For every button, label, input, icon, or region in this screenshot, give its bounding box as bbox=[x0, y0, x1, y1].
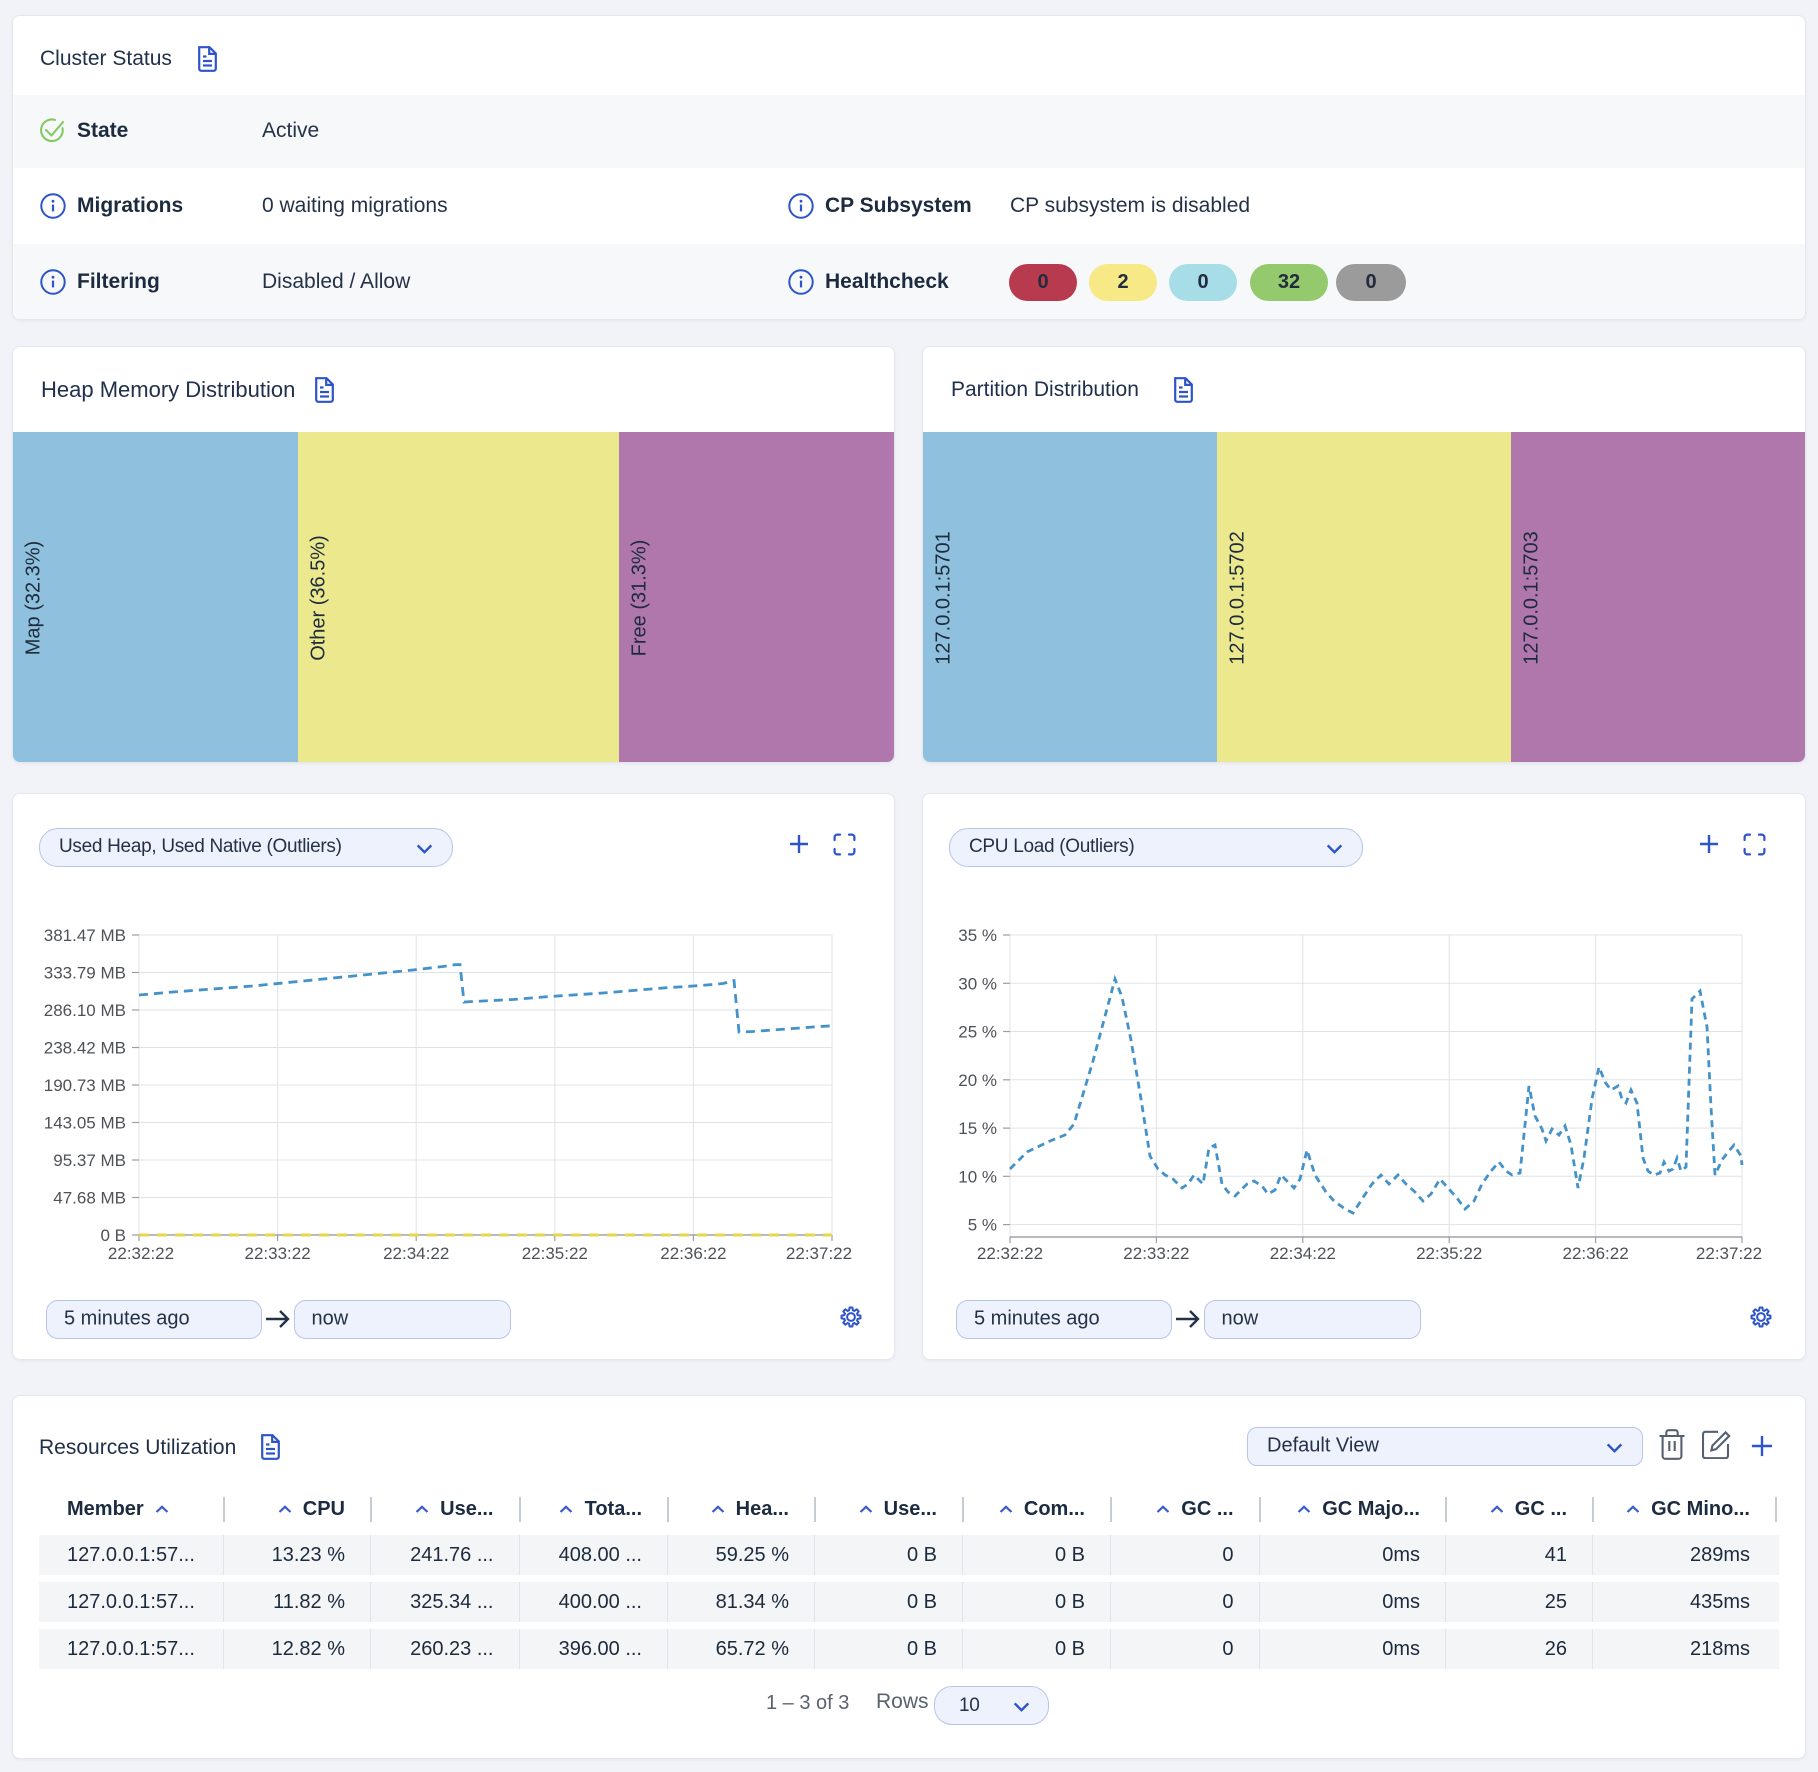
svg-text:22:32:22: 22:32:22 bbox=[977, 1244, 1043, 1263]
svg-text:22:35:22: 22:35:22 bbox=[1416, 1244, 1482, 1263]
svg-text:47.68 MB: 47.68 MB bbox=[53, 1189, 126, 1208]
svg-text:22:35:22: 22:35:22 bbox=[522, 1244, 588, 1263]
svg-text:25 %: 25 % bbox=[958, 1023, 997, 1042]
svg-text:22:33:22: 22:33:22 bbox=[245, 1244, 311, 1263]
svg-text:5 %: 5 % bbox=[968, 1216, 997, 1235]
svg-text:143.05 MB: 143.05 MB bbox=[44, 1114, 126, 1133]
svg-text:381.47 MB: 381.47 MB bbox=[44, 926, 126, 945]
svg-text:190.73 MB: 190.73 MB bbox=[44, 1076, 126, 1095]
svg-text:22:34:22: 22:34:22 bbox=[1270, 1244, 1336, 1263]
svg-text:20 %: 20 % bbox=[958, 1071, 997, 1090]
svg-text:22:37:22: 22:37:22 bbox=[1696, 1244, 1762, 1263]
svg-text:30 %: 30 % bbox=[958, 974, 997, 993]
svg-text:22:34:22: 22:34:22 bbox=[383, 1244, 449, 1263]
svg-text:15 %: 15 % bbox=[958, 1119, 997, 1138]
svg-text:22:33:22: 22:33:22 bbox=[1123, 1244, 1189, 1263]
svg-text:22:37:22: 22:37:22 bbox=[786, 1244, 852, 1263]
svg-text:95.37 MB: 95.37 MB bbox=[53, 1151, 126, 1170]
svg-text:238.42 MB: 238.42 MB bbox=[44, 1039, 126, 1058]
svg-text:10 %: 10 % bbox=[958, 1167, 997, 1186]
svg-text:22:32:22: 22:32:22 bbox=[108, 1244, 174, 1263]
svg-text:0 B: 0 B bbox=[100, 1226, 126, 1245]
svg-text:22:36:22: 22:36:22 bbox=[660, 1244, 726, 1263]
svg-text:333.79 MB: 333.79 MB bbox=[44, 964, 126, 983]
svg-text:286.10 MB: 286.10 MB bbox=[44, 1001, 126, 1020]
svg-text:35 %: 35 % bbox=[958, 926, 997, 945]
svg-text:22:36:22: 22:36:22 bbox=[1563, 1244, 1629, 1263]
